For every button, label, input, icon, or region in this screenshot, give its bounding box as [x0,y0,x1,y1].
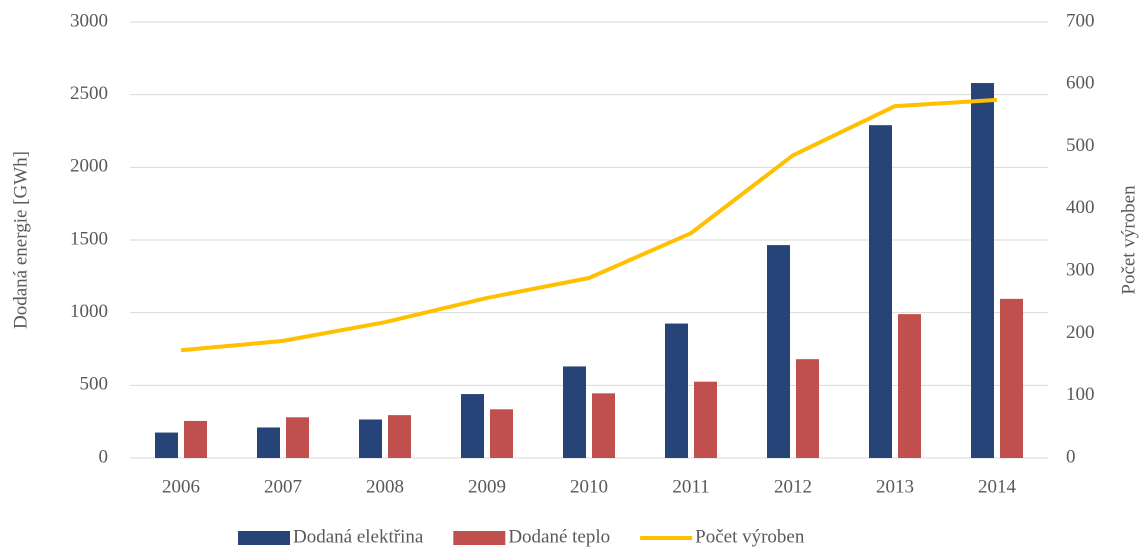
y-tick-label: 2000 [70,156,108,177]
y-tick-label: 1000 [70,301,108,322]
x-tick-label: 2008 [366,476,404,497]
y-tick-label: 0 [99,446,109,467]
y2-tick-label: 500 [1066,135,1095,156]
y-tick-label: 1500 [70,228,108,249]
y-tick-label: 500 [80,374,109,395]
y2-tick-label: 700 [1066,10,1095,31]
legend-label: Dodané teplo [508,526,610,547]
x-tick-label: 2006 [162,476,200,497]
bar [767,245,790,458]
x-tick-label: 2011 [672,476,709,497]
bar [1000,298,1023,458]
bar [388,415,411,458]
x-tick-label: 2007 [264,476,302,497]
y2-tick-label: 200 [1066,322,1095,343]
legend-label: Počet výroben [695,526,805,547]
bar [155,432,178,458]
bar [490,409,513,458]
y-axis-title: Dodaná energie [GWh] [10,151,31,329]
bar [665,323,688,458]
bar [184,420,207,458]
bar [898,314,921,458]
x-tick-label: 2009 [468,476,506,497]
legend-label: Dodaná elektřina [293,526,424,547]
y2-tick-label: 600 [1066,73,1095,94]
y2-tick-label: 400 [1066,197,1095,218]
bar [359,419,382,458]
bar [592,393,615,458]
bar [563,366,586,458]
bar [971,83,994,458]
x-tick-label: 2012 [774,476,812,497]
bar [286,417,309,458]
legend-swatch [453,531,506,545]
x-tick-label: 2014 [978,476,1017,497]
line-series [180,97,998,353]
bar [694,381,717,458]
y-tick-label: 3000 [70,10,108,31]
bar [796,359,819,458]
bar [257,427,280,458]
x-tick-label: 2010 [570,476,608,497]
y2-tick-label: 0 [1066,446,1076,467]
bar [461,394,484,458]
x-tick-label: 2013 [876,476,914,497]
y2-axis-title: Počet výroben [1118,185,1139,295]
legend-swatch [238,531,290,545]
bar [869,125,892,458]
y-tick-label: 2500 [70,83,108,104]
y2-tick-label: 300 [1066,260,1095,281]
y2-tick-label: 100 [1066,384,1095,405]
